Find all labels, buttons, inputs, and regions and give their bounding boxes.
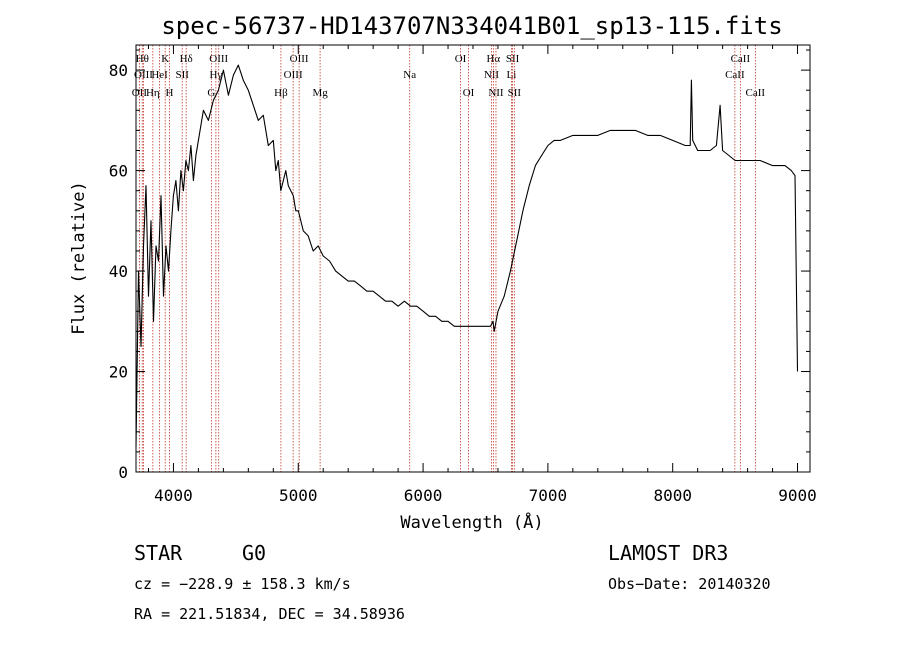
line-label-13: OIII <box>284 69 303 81</box>
line-label-9: G <box>207 87 215 99</box>
spectrum-series <box>135 64 799 447</box>
y-tick-label-80: 80 <box>109 61 128 80</box>
line-label-21: NII <box>488 87 504 99</box>
line-label-18: OI <box>463 87 475 99</box>
line-label-14: OIII <box>290 53 309 65</box>
x-axis-label: Wavelength (Å) <box>400 511 543 533</box>
line-label-24: SII <box>508 87 522 99</box>
line-label-2: OIII <box>134 69 153 81</box>
x-tick-label-8000: 8000 <box>653 486 692 505</box>
line-label-5: K <box>161 53 169 65</box>
line-label-6: H <box>165 87 173 99</box>
y-tick-label-20: 20 <box>109 363 128 382</box>
line-label-10: Hγ <box>209 69 222 81</box>
chart-title: spec-56737-HD143707N334041B01_sp13-115.f… <box>161 12 782 40</box>
line-label-0: OII <box>132 87 148 99</box>
line-label-12: Hβ <box>274 87 288 99</box>
y-tick-label-40: 40 <box>109 262 128 281</box>
line-label-23: SII <box>506 53 520 65</box>
line-label-3: Hη <box>146 87 160 99</box>
line-label-15: Mg <box>312 87 328 99</box>
line-label-4: HeI <box>151 69 168 81</box>
info-panel: STAR G0 LAMOST DR3 cz = −228.9 ± 158.3 k… <box>134 541 771 623</box>
y-tick-label-0: 0 <box>118 463 128 482</box>
line-label-1: Hθ <box>136 53 149 65</box>
line-label-17: OI <box>455 53 467 65</box>
y-axis-label: Flux (relative) <box>69 181 89 335</box>
line-label-7: SII <box>175 69 189 81</box>
object-subclass: G0 <box>242 541 266 565</box>
line-label-26: CaII <box>731 53 751 65</box>
x-tick-label-9000: 9000 <box>778 486 817 505</box>
x-tick-label-7000: 7000 <box>529 486 568 505</box>
x-tick-label-4000: 4000 <box>154 486 193 505</box>
observation-date: Obs−Date: 20140320 <box>608 575 771 593</box>
coordinates: RA = 221.51834, DEC = 34.58936 <box>134 605 405 623</box>
line-label-8: Hδ <box>180 53 193 65</box>
object-class: STAR <box>134 541 183 565</box>
x-tick-label-6000: 6000 <box>404 486 443 505</box>
line-label-19: NII <box>484 69 500 81</box>
line-label-27: CaII <box>746 87 766 99</box>
spectrum-line-0 <box>135 64 799 447</box>
plot-frame <box>135 44 811 473</box>
y-tick-label-60: 60 <box>109 162 128 181</box>
line-label-16: Na <box>403 69 416 81</box>
spectral-line-markers: OIIHθOIIIHηHeIKHSIIHδGHγOIIIHβOIIIOIIIMg… <box>132 45 766 472</box>
redshift-cz: cz = −228.9 ± 158.3 km/s <box>134 575 351 593</box>
line-label-11: OIII <box>209 53 228 65</box>
x-axis: 4000 5000 6000 7000 8000 9000 <box>147 45 817 505</box>
line-label-20: Hα <box>486 53 500 65</box>
x-tick-label-5000: 5000 <box>279 486 318 505</box>
y-axis: 0 20 40 60 80 <box>109 49 810 482</box>
line-label-25: CaII <box>725 69 745 81</box>
line-label-22: Li <box>507 69 517 81</box>
survey-name: LAMOST DR3 <box>608 541 728 565</box>
